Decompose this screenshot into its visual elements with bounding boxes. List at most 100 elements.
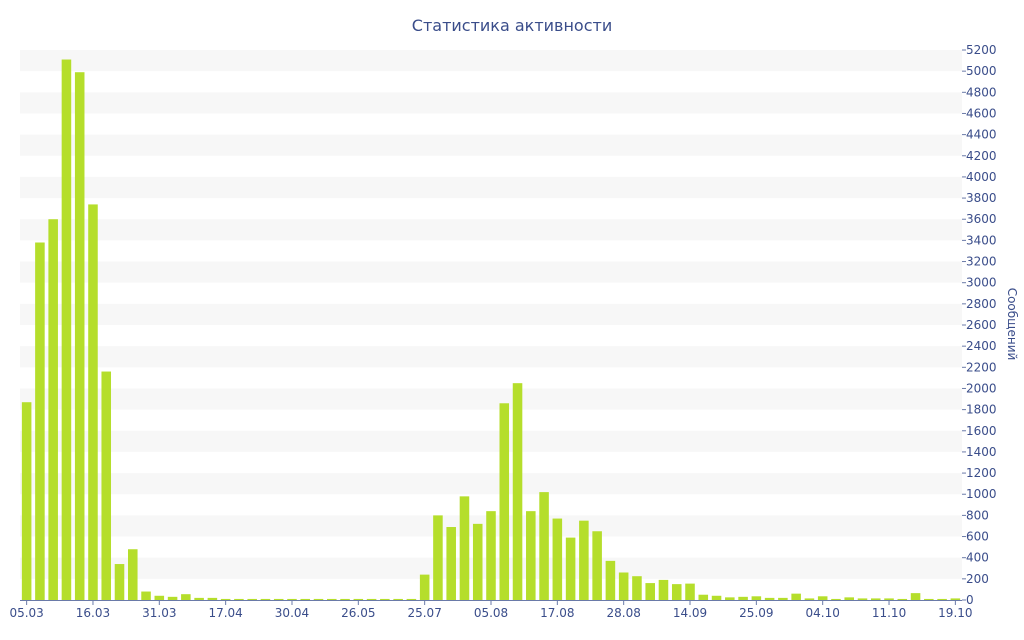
bar bbox=[128, 549, 138, 600]
bar bbox=[181, 594, 191, 600]
bar bbox=[645, 583, 655, 600]
x-tick-label: 25.09 bbox=[739, 606, 773, 620]
y-tick-label: 600 bbox=[966, 530, 989, 544]
grid-band bbox=[20, 430, 962, 452]
x-tick-label: 11.10 bbox=[872, 606, 906, 620]
bar bbox=[419, 574, 430, 600]
bar bbox=[910, 593, 921, 601]
bar bbox=[897, 598, 908, 600]
bar bbox=[220, 598, 231, 600]
bar bbox=[725, 597, 735, 600]
y-tick-label: 0 bbox=[966, 593, 974, 607]
bar bbox=[327, 598, 337, 600]
bar bbox=[711, 595, 722, 600]
bar bbox=[671, 584, 682, 600]
y-tick-label: 800 bbox=[966, 508, 989, 522]
grid-band bbox=[20, 134, 962, 156]
bar bbox=[685, 583, 695, 600]
bar bbox=[658, 579, 669, 600]
y-axis-label: Сообщений bbox=[1005, 288, 1019, 361]
x-tick-label: 25.07 bbox=[407, 606, 441, 620]
grid-bands bbox=[20, 50, 962, 579]
bar bbox=[194, 597, 204, 600]
grid-band bbox=[20, 303, 962, 325]
x-tick-label: 31.03 bbox=[142, 606, 176, 620]
y-tick-label: 4400 bbox=[966, 128, 997, 142]
y-tick-label: 1400 bbox=[966, 445, 997, 459]
bar bbox=[234, 598, 244, 600]
bar bbox=[366, 598, 377, 600]
bar bbox=[446, 527, 456, 600]
y-tick-label: 3000 bbox=[966, 276, 997, 290]
y-tick-label: 4200 bbox=[966, 149, 997, 163]
bar bbox=[764, 597, 775, 600]
y-tick-label: 200 bbox=[966, 572, 989, 586]
grid-band bbox=[20, 176, 962, 199]
x-tick-label: 05.08 bbox=[474, 606, 508, 620]
x-tick-label: 16.03 bbox=[76, 606, 110, 620]
bar bbox=[313, 598, 324, 600]
y-tick-label: 2600 bbox=[966, 318, 997, 332]
bar bbox=[738, 596, 748, 600]
y-tick-label: 1600 bbox=[966, 424, 997, 438]
y-tick-label: 1800 bbox=[966, 403, 997, 417]
grid-band bbox=[20, 219, 962, 241]
bar bbox=[61, 59, 72, 600]
bar bbox=[499, 403, 510, 600]
bar bbox=[433, 515, 443, 600]
bar bbox=[526, 511, 536, 600]
y-tick-label: 3600 bbox=[966, 212, 997, 226]
bar bbox=[114, 564, 125, 600]
bar bbox=[937, 598, 947, 600]
bar bbox=[380, 598, 390, 600]
y-tick-label: 2800 bbox=[966, 297, 997, 311]
y-tick-label: 5200 bbox=[966, 43, 997, 57]
y-tick-label: 1000 bbox=[966, 487, 997, 501]
y-tick-label: 400 bbox=[966, 551, 989, 565]
y-tick-label: 3800 bbox=[966, 191, 997, 205]
bar bbox=[605, 560, 616, 600]
bar bbox=[924, 598, 934, 600]
grid-band bbox=[20, 92, 962, 114]
bar bbox=[486, 511, 496, 600]
bar bbox=[579, 520, 589, 600]
x-axis-ticks: 05.03 16.03 31.03 17.04 30.04 26.05 25.07 05.08… bbox=[9, 600, 973, 620]
bar bbox=[353, 598, 364, 600]
bar bbox=[48, 219, 58, 601]
bar bbox=[539, 492, 549, 600]
bar bbox=[778, 597, 788, 600]
bar bbox=[817, 596, 828, 600]
x-tick-label: 26.05 bbox=[341, 606, 375, 620]
y-tick-label: 1200 bbox=[966, 466, 997, 480]
bar bbox=[260, 598, 271, 600]
x-tick-label: 14.09 bbox=[673, 606, 707, 620]
bar bbox=[88, 204, 98, 601]
bar bbox=[552, 518, 563, 600]
bar bbox=[101, 371, 112, 600]
grid-band bbox=[20, 261, 962, 283]
bar bbox=[618, 572, 629, 600]
bar bbox=[698, 594, 709, 600]
bar bbox=[565, 537, 576, 600]
bar bbox=[592, 531, 602, 600]
x-tick-label: 28.08 bbox=[606, 606, 640, 620]
bar bbox=[472, 523, 483, 600]
bar bbox=[300, 598, 311, 600]
bar bbox=[141, 591, 151, 600]
y-tick-label: 4800 bbox=[966, 85, 997, 99]
y-tick-label: 4600 bbox=[966, 106, 997, 120]
y-tick-label: 3400 bbox=[966, 233, 997, 247]
bar bbox=[340, 598, 350, 600]
bar bbox=[35, 242, 45, 600]
bar bbox=[287, 598, 297, 600]
x-tick-label: 17.08 bbox=[540, 606, 574, 620]
y-tick-label: 3200 bbox=[966, 255, 997, 269]
bar bbox=[512, 383, 523, 600]
bar bbox=[393, 598, 403, 600]
bar bbox=[844, 597, 854, 600]
bar bbox=[791, 593, 801, 600]
y-tick-label: 2400 bbox=[966, 339, 997, 353]
x-tick-label: 04.10 bbox=[806, 606, 840, 620]
bar bbox=[406, 598, 417, 600]
